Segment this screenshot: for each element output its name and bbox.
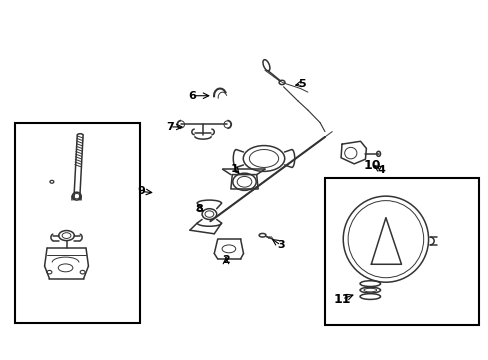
Text: 9: 9 xyxy=(137,186,145,197)
Text: 2: 2 xyxy=(222,255,229,265)
Text: 7: 7 xyxy=(166,122,173,132)
Text: 8: 8 xyxy=(195,204,203,214)
Text: 1: 1 xyxy=(230,163,238,174)
Text: 5: 5 xyxy=(297,79,305,89)
Text: 4: 4 xyxy=(376,165,384,175)
Bar xyxy=(325,178,478,325)
Text: 6: 6 xyxy=(187,91,195,101)
Bar xyxy=(15,123,140,323)
Text: 3: 3 xyxy=(277,240,285,250)
Text: 11: 11 xyxy=(333,293,350,306)
Text: 10: 10 xyxy=(363,159,380,172)
